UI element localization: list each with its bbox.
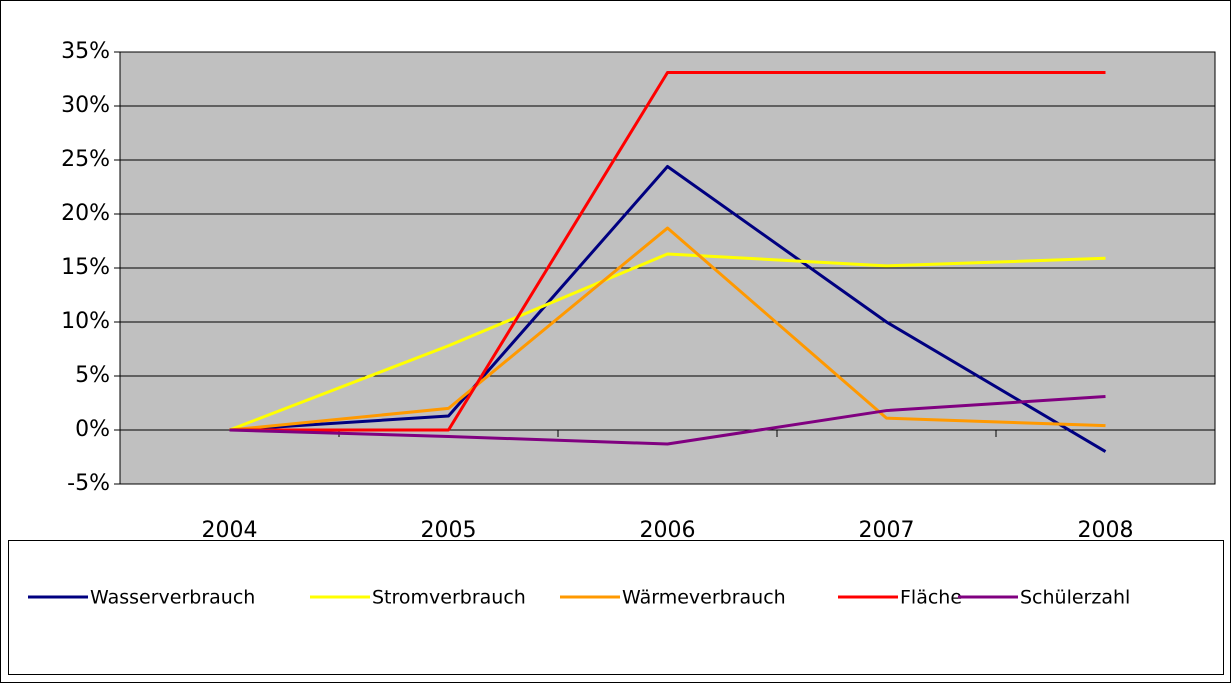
- y-tick-label: 5%: [75, 363, 110, 388]
- series-line: [229, 226, 1106, 432]
- x-tick-label: 2005: [421, 518, 477, 543]
- y-tick-label: 10%: [61, 309, 110, 334]
- legend-label: Fläche: [900, 587, 962, 609]
- legend-label: Schülerzahl: [1020, 587, 1130, 609]
- y-tick-label: 15%: [61, 255, 110, 280]
- series-line: [229, 395, 1106, 446]
- series-line: [229, 71, 1106, 432]
- legend-label: Stromverbrauch: [372, 587, 526, 609]
- x-tick-label: 2004: [202, 518, 258, 543]
- series-line: [229, 164, 1107, 453]
- y-tick-label: 20%: [61, 201, 110, 226]
- plot-border: [119, 51, 1216, 485]
- x-tick-label: 2008: [1078, 518, 1134, 543]
- x-tick-label: 2007: [859, 518, 915, 543]
- series-line: [228, 252, 1106, 432]
- y-tick-label: 25%: [61, 147, 110, 172]
- legend-box: [8, 540, 1224, 675]
- y-tick-label: 30%: [61, 93, 110, 118]
- legend-label: Wärmeverbrauch: [622, 587, 786, 609]
- legend-label: Wasserverbrauch: [90, 587, 255, 609]
- legend: Wasserverbrauch Stromverbrauch Wärmeverbra…: [28, 587, 1130, 609]
- y-tick-label: 0%: [75, 417, 110, 442]
- x-tick-label: 2006: [640, 518, 696, 543]
- y-tick-label: -5%: [67, 471, 110, 496]
- y-tick-label: 35%: [61, 39, 110, 64]
